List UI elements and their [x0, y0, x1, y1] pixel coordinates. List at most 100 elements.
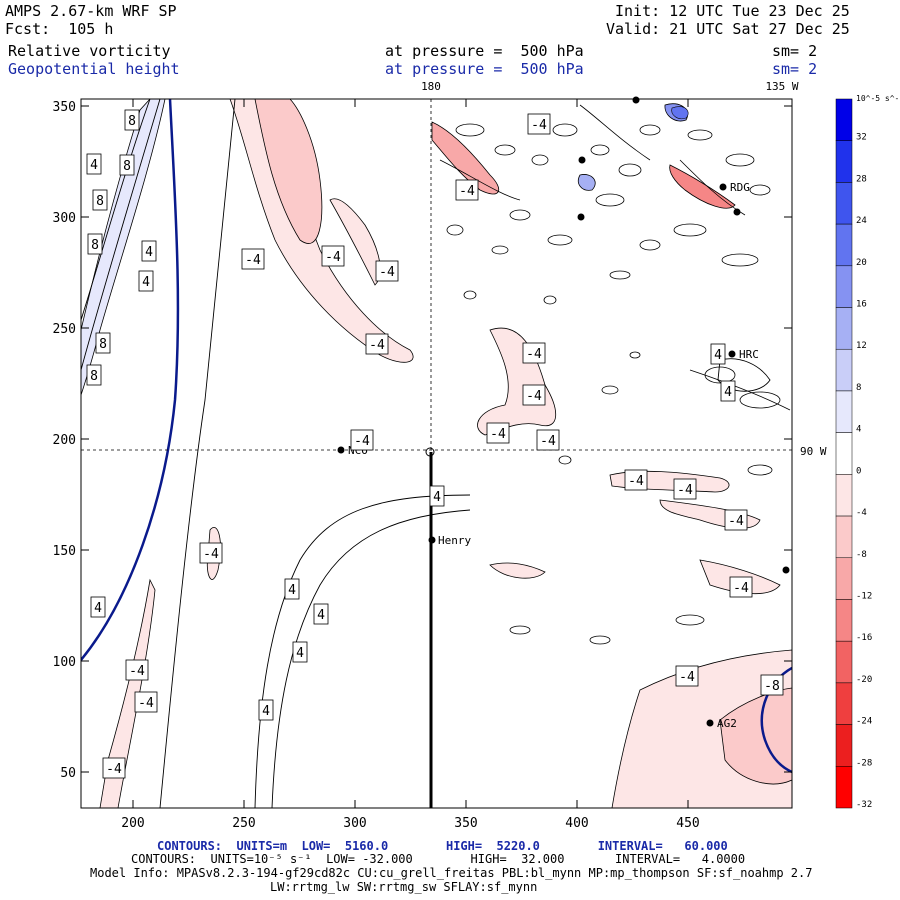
longitude-label-180: 180	[421, 80, 441, 93]
contour-label: -4	[531, 118, 547, 133]
field2-smoothing: sm= 2	[772, 60, 818, 78]
field1-name: Relative vorticity	[8, 42, 171, 60]
contour-label: 4	[714, 348, 722, 363]
colorbar-swatch	[835, 182, 853, 225]
contour-label: -4	[245, 253, 261, 268]
contour-label: -4	[628, 474, 644, 489]
contour-label: -4	[129, 664, 145, 679]
contour-label-box	[124, 109, 140, 131]
contour-label-box	[522, 342, 546, 364]
contour-label: -4	[106, 762, 122, 777]
contour-label-box	[138, 270, 154, 292]
contour-label-box	[258, 699, 274, 721]
y-tick-label: 100	[53, 655, 76, 670]
contour-label-box	[720, 380, 736, 402]
contour-label: -4	[138, 696, 154, 711]
x-tick-label: 300	[343, 816, 366, 831]
colorbar-swatch	[835, 474, 853, 517]
valid-time: Valid: 21 UTC Sat 27 Dec 25	[606, 20, 850, 38]
contour-label: 4	[288, 583, 296, 598]
footer-contours-height: CONTOURS: UNITS=m LOW= 5160.0 HIGH= 5220…	[157, 839, 728, 853]
small-scale-contours	[439, 104, 791, 645]
colorbar-swatch	[835, 515, 853, 559]
contour-label-box	[241, 248, 265, 270]
contour-label: -8	[764, 679, 780, 694]
contour-label: -4	[526, 347, 542, 362]
contour-label-box	[102, 757, 126, 779]
contour-label: -4	[728, 514, 744, 529]
contour-label: -4	[325, 250, 341, 265]
station-marker	[425, 447, 435, 457]
contour-label: 8	[91, 238, 99, 253]
axis-ticks	[81, 99, 792, 808]
colorbar-label: -12	[856, 591, 872, 601]
negative-vorticity-area	[489, 562, 546, 579]
y-tick-label: 50	[60, 766, 76, 781]
station-marker	[577, 213, 585, 221]
contour-label-box	[673, 478, 697, 500]
model-title: AMPS 2.67-km WRF SP	[5, 2, 177, 20]
colorbar-swatch	[835, 265, 853, 308]
colorbar-swatch	[835, 766, 853, 809]
contour-label: 8	[128, 114, 136, 129]
contour-label: 4	[317, 608, 325, 623]
y-tick-label: 300	[53, 211, 76, 226]
contour-label-box	[375, 260, 399, 282]
contour-label-box	[119, 154, 135, 176]
x-tick-label: 250	[232, 816, 255, 831]
field1-level: at pressure = 500 hPa	[385, 42, 584, 60]
contour-label: 4	[94, 601, 102, 616]
plot-frame	[80, 98, 793, 809]
contour-label-box	[141, 240, 157, 262]
forecast-hour: Fcst: 105 h	[5, 20, 114, 38]
station-marker	[428, 536, 436, 544]
colorbar: 32 28 24 20 16 12 8 4 0 -4 -8 -12 -16 -20 -24 -28 -32	[835, 98, 872, 810]
station-marker	[632, 96, 640, 104]
contour-label-box	[760, 674, 784, 696]
station-label-rdg: RDG	[730, 181, 750, 194]
contour-label-box	[86, 153, 102, 175]
station-marker	[706, 719, 714, 727]
station-label-ag2: AG2	[717, 717, 737, 730]
contour-label-box	[90, 596, 106, 618]
contour-label-box	[429, 485, 445, 507]
colorbar-swatch	[835, 599, 853, 642]
colorbar-label: 12	[856, 341, 867, 351]
footer-model-info: Model Info: MPASv8.2.3-194-gf29cd82c CU:…	[90, 866, 813, 880]
colorbar-swatch	[835, 390, 853, 433]
contour-label-box	[675, 665, 699, 687]
negative-vorticity-area	[669, 164, 736, 209]
longitude-label-90w: 90 W	[800, 445, 827, 458]
colorbar-unit: 10^-5 s^-1	[856, 94, 900, 103]
negative-vorticity-area	[329, 198, 381, 286]
contour-label: 4	[142, 275, 150, 290]
colorbar-swatch	[835, 140, 853, 183]
field1-smoothing: sm= 2	[772, 42, 818, 60]
contour-label: 4	[262, 704, 270, 719]
colorbar-label: -16	[856, 633, 872, 643]
contour-label-box	[87, 233, 103, 255]
colorbar-label: 32	[856, 133, 867, 143]
station-marker	[728, 350, 736, 358]
contour-label-box	[199, 542, 223, 564]
colorbar-swatch	[835, 724, 853, 767]
negative-vorticity-area	[229, 99, 414, 363]
contour-label-box	[292, 641, 308, 663]
station-marker	[782, 566, 790, 574]
x-tick-label: 400	[565, 816, 588, 831]
geopotential-contour	[81, 99, 180, 661]
init-time: Init: 12 UTC Tue 23 Dec 25	[615, 2, 850, 20]
negative-vorticity-area	[719, 687, 792, 785]
colorbar-label: 28	[856, 174, 867, 184]
contour-label-box	[522, 384, 546, 406]
field2-name: Geopotential height	[8, 60, 180, 78]
contour-label: 8	[123, 159, 131, 174]
contour-label: -4	[526, 389, 542, 404]
contour-label-box	[350, 429, 374, 451]
contour-label: 4	[724, 385, 732, 400]
contour-label: 8	[96, 194, 104, 209]
contour-label-box	[95, 332, 111, 354]
contour-label: 4	[90, 158, 98, 173]
colorbar-label: 0	[856, 466, 861, 476]
y-tick-label: 150	[53, 544, 76, 559]
